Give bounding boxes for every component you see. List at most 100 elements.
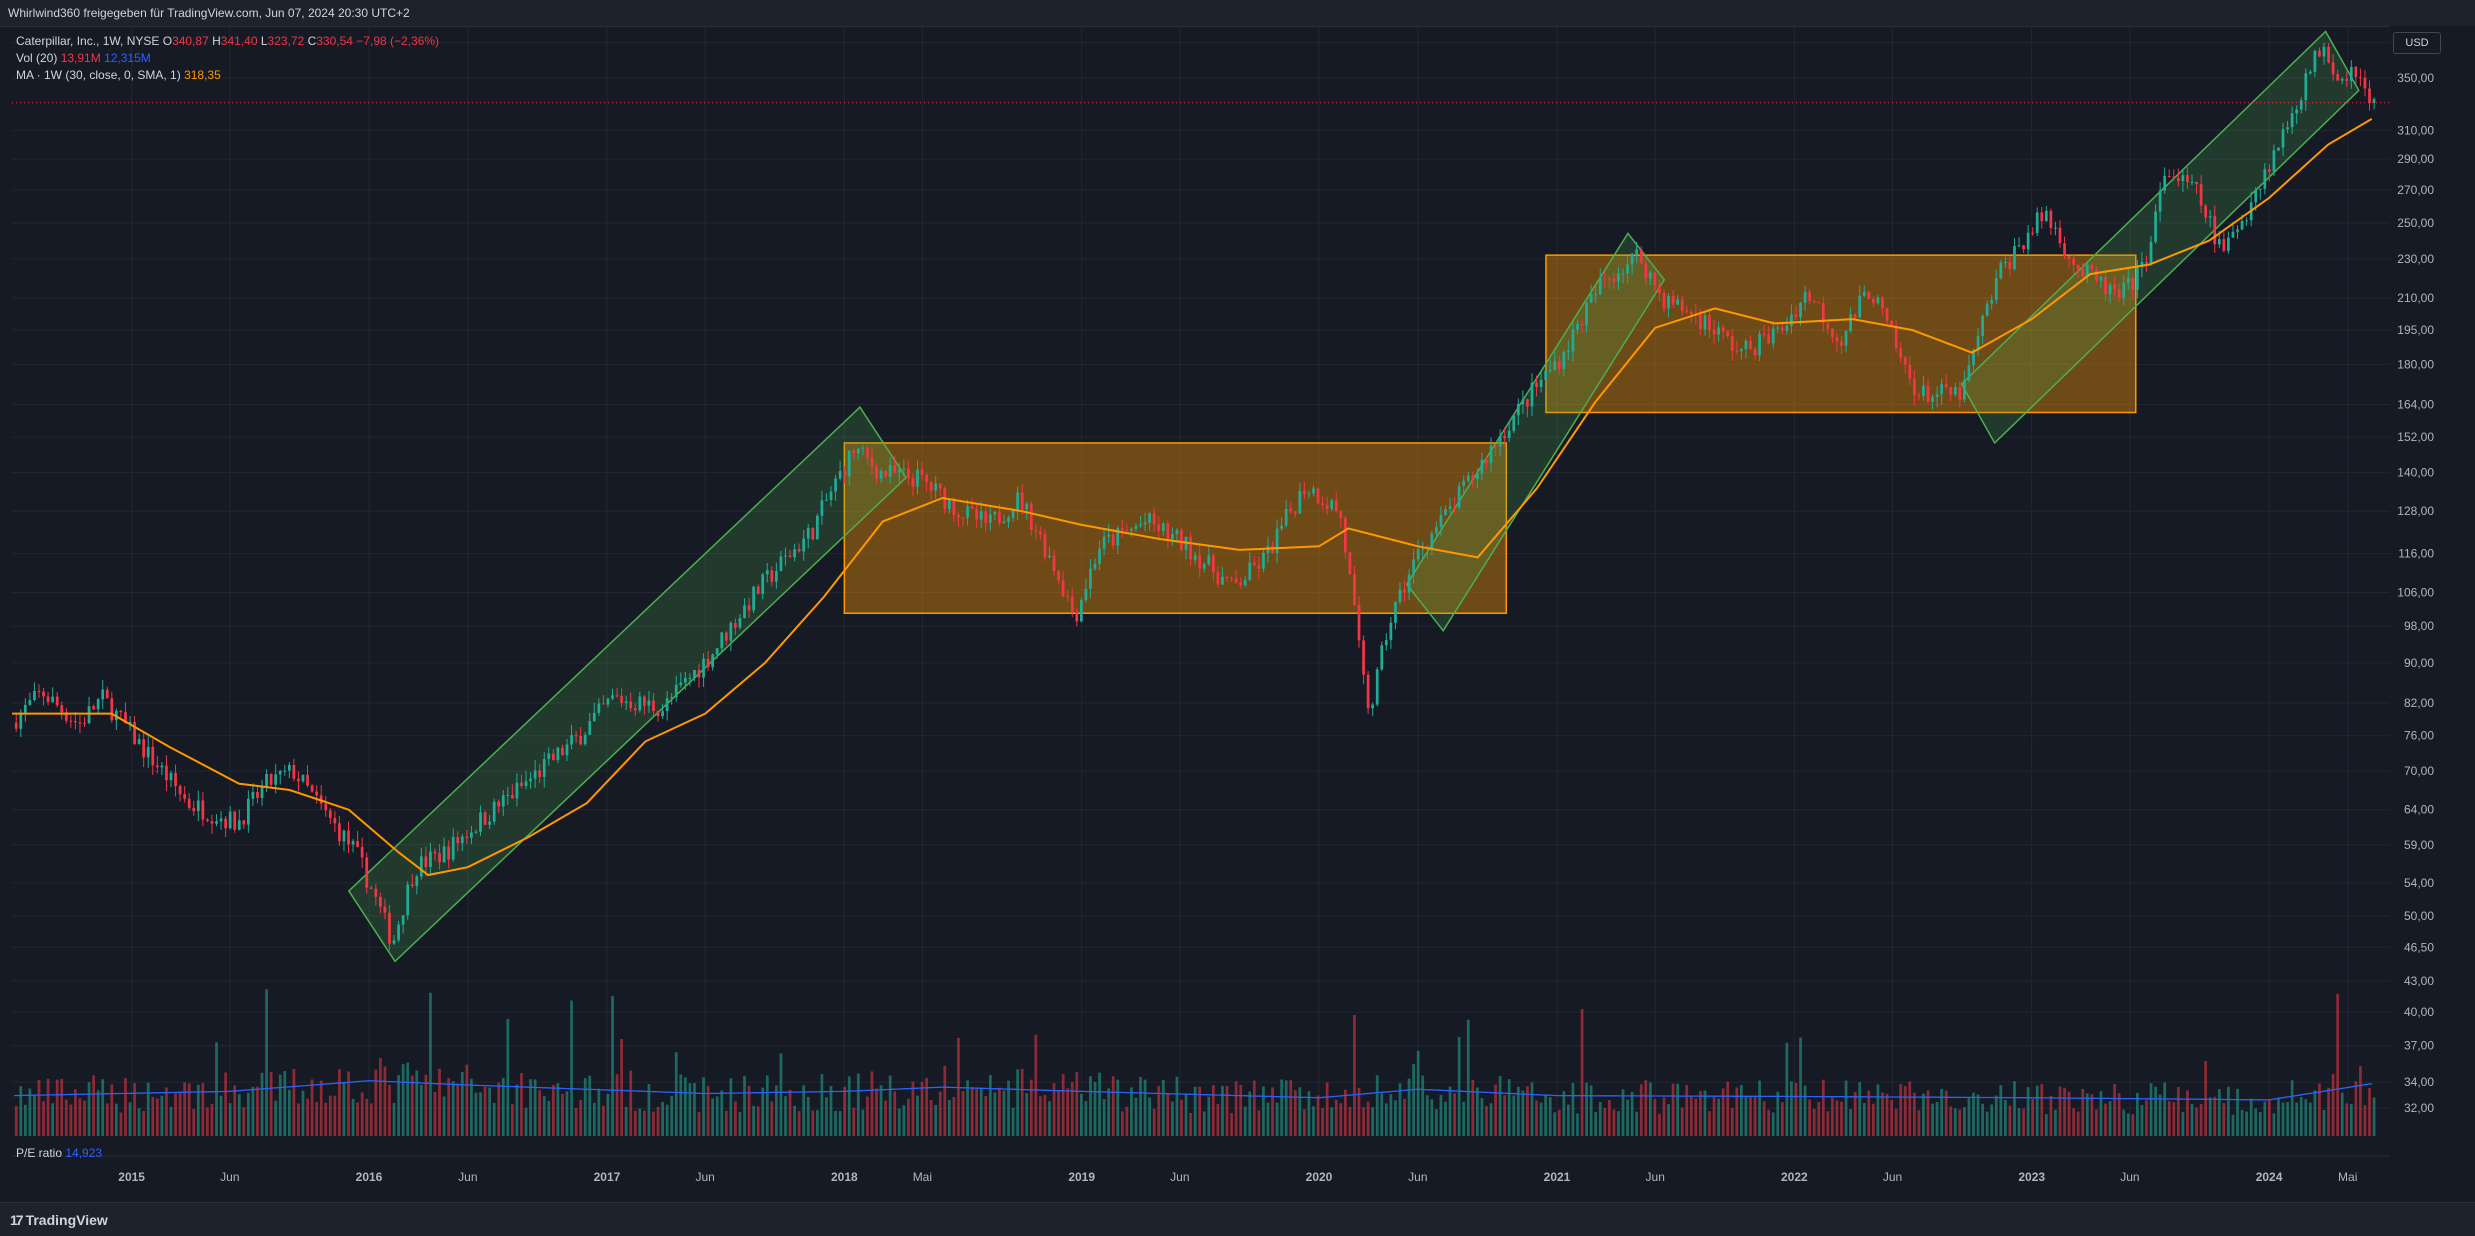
volume-bar bbox=[1357, 1087, 1361, 1136]
candle-body bbox=[1790, 314, 1793, 326]
candle-body bbox=[633, 708, 637, 711]
candle-body bbox=[55, 696, 59, 706]
candle-body bbox=[2272, 150, 2276, 172]
symbol-name[interactable]: Caterpillar, Inc., 1W, NYSE bbox=[16, 34, 160, 48]
volume-bar bbox=[1890, 1100, 1893, 1136]
candle-body bbox=[1689, 312, 1693, 315]
volume-bar bbox=[1252, 1080, 1256, 1136]
candle-body bbox=[60, 705, 64, 713]
candle-body bbox=[838, 471, 842, 479]
candle-body bbox=[1125, 529, 1129, 531]
candle-body bbox=[137, 739, 141, 745]
candle-body bbox=[1339, 510, 1343, 519]
candle-body bbox=[1375, 669, 1379, 705]
volume-bar bbox=[2035, 1085, 2039, 1136]
volume-bar bbox=[1944, 1090, 1948, 1136]
volume-ma-value: 12,315M bbox=[104, 51, 151, 65]
legend-volume-row[interactable]: Vol (20) 13,91M 12,315M bbox=[16, 50, 439, 67]
price-tick-label: 98,00 bbox=[2404, 619, 2434, 633]
volume-bar bbox=[46, 1078, 50, 1136]
candle-body bbox=[570, 735, 573, 745]
candle-body bbox=[629, 701, 633, 709]
volume-bar bbox=[2313, 1090, 2317, 1136]
ma-indicator-label[interactable]: MA · 1W (30, close, 0, SMA, 1) bbox=[16, 68, 181, 82]
volume-bar bbox=[1726, 1081, 1730, 1136]
candle-body bbox=[133, 722, 136, 745]
volume-bar bbox=[884, 1100, 887, 1136]
candle-body bbox=[1098, 548, 1101, 564]
candle-body bbox=[1840, 341, 1843, 346]
volume-bar bbox=[1034, 1034, 1038, 1136]
volume-indicator-label[interactable]: Vol (20) bbox=[16, 51, 58, 65]
volume-bar bbox=[1494, 1084, 1497, 1136]
candle-body bbox=[447, 846, 451, 860]
volume-bar bbox=[1662, 1097, 1666, 1136]
candle-body bbox=[2063, 243, 2066, 257]
volume-bar bbox=[1844, 1080, 1848, 1136]
tradingview-logo[interactable]: 17 TradingView bbox=[10, 1212, 108, 1228]
candle-body bbox=[142, 739, 146, 758]
candle-body bbox=[679, 682, 683, 685]
candle-body bbox=[1216, 572, 1220, 585]
price-tick-label: 90,00 bbox=[2404, 656, 2434, 670]
candle-body bbox=[1826, 323, 1830, 329]
volume-bar bbox=[897, 1108, 901, 1136]
time-tick-label: 2019 bbox=[1068, 1170, 1095, 1184]
volume-bar bbox=[647, 1084, 651, 1136]
volume-bar bbox=[1362, 1107, 1365, 1136]
volume-bar bbox=[23, 1104, 27, 1136]
volume-bar bbox=[1107, 1088, 1111, 1136]
legend-symbol-row[interactable]: Caterpillar, Inc., 1W, NYSE O340,87 H341… bbox=[16, 33, 439, 50]
candle-body bbox=[110, 698, 114, 721]
candle-body bbox=[1430, 533, 1434, 548]
price-tick-label: 180,00 bbox=[2397, 357, 2434, 371]
candle-body bbox=[615, 695, 619, 697]
candle-body bbox=[907, 468, 910, 479]
volume-bar bbox=[2149, 1083, 2153, 1136]
candle-body bbox=[23, 704, 27, 713]
candle-body bbox=[2149, 241, 2153, 264]
candle-body bbox=[925, 475, 928, 483]
volume-bar bbox=[611, 995, 614, 1136]
close-label: C bbox=[307, 34, 317, 48]
candle-body bbox=[1207, 555, 1211, 565]
volume-bar bbox=[2263, 1101, 2267, 1136]
volume-bar bbox=[697, 1112, 701, 1136]
volume-bar bbox=[775, 1085, 778, 1136]
candle-body bbox=[806, 528, 810, 539]
volume-bar bbox=[1221, 1085, 1224, 1136]
volume-bar bbox=[2363, 1105, 2367, 1136]
candle-body bbox=[1243, 579, 1247, 586]
volume-bar bbox=[415, 1070, 419, 1136]
candle-body bbox=[597, 703, 601, 713]
candle-body bbox=[87, 706, 91, 724]
candle-body bbox=[1976, 335, 1980, 351]
volume-bar bbox=[2281, 1102, 2285, 1136]
volume-bar bbox=[1303, 1109, 1306, 1136]
currency-button[interactable]: USD bbox=[2393, 32, 2441, 54]
candle-body bbox=[124, 712, 127, 724]
candle-body bbox=[1057, 571, 1060, 581]
volume-bar bbox=[1685, 1085, 1689, 1136]
volume-bar bbox=[1853, 1091, 1857, 1136]
candle-body bbox=[2281, 129, 2285, 148]
candle-body bbox=[2072, 258, 2076, 265]
volume-bar bbox=[602, 1105, 605, 1136]
candle-body bbox=[643, 696, 646, 706]
candle-body bbox=[74, 721, 77, 723]
volume-bar bbox=[665, 1104, 669, 1136]
legend-ma-row[interactable]: MA · 1W (30, close, 0, SMA, 1) 318,35 bbox=[16, 67, 439, 84]
candle-body bbox=[1143, 522, 1147, 525]
volume-bar bbox=[1744, 1095, 1748, 1136]
candle-body bbox=[847, 450, 851, 477]
volume-bar bbox=[2217, 1089, 2221, 1136]
volume-bar bbox=[551, 1085, 555, 1136]
volume-bar bbox=[2190, 1103, 2194, 1136]
candle-body bbox=[1890, 320, 1893, 327]
volume-bar bbox=[333, 1095, 337, 1136]
candle-body bbox=[2104, 277, 2107, 295]
volume-bar bbox=[1712, 1096, 1716, 1136]
candle-body bbox=[1872, 298, 1875, 304]
volume-bar bbox=[770, 1101, 774, 1136]
